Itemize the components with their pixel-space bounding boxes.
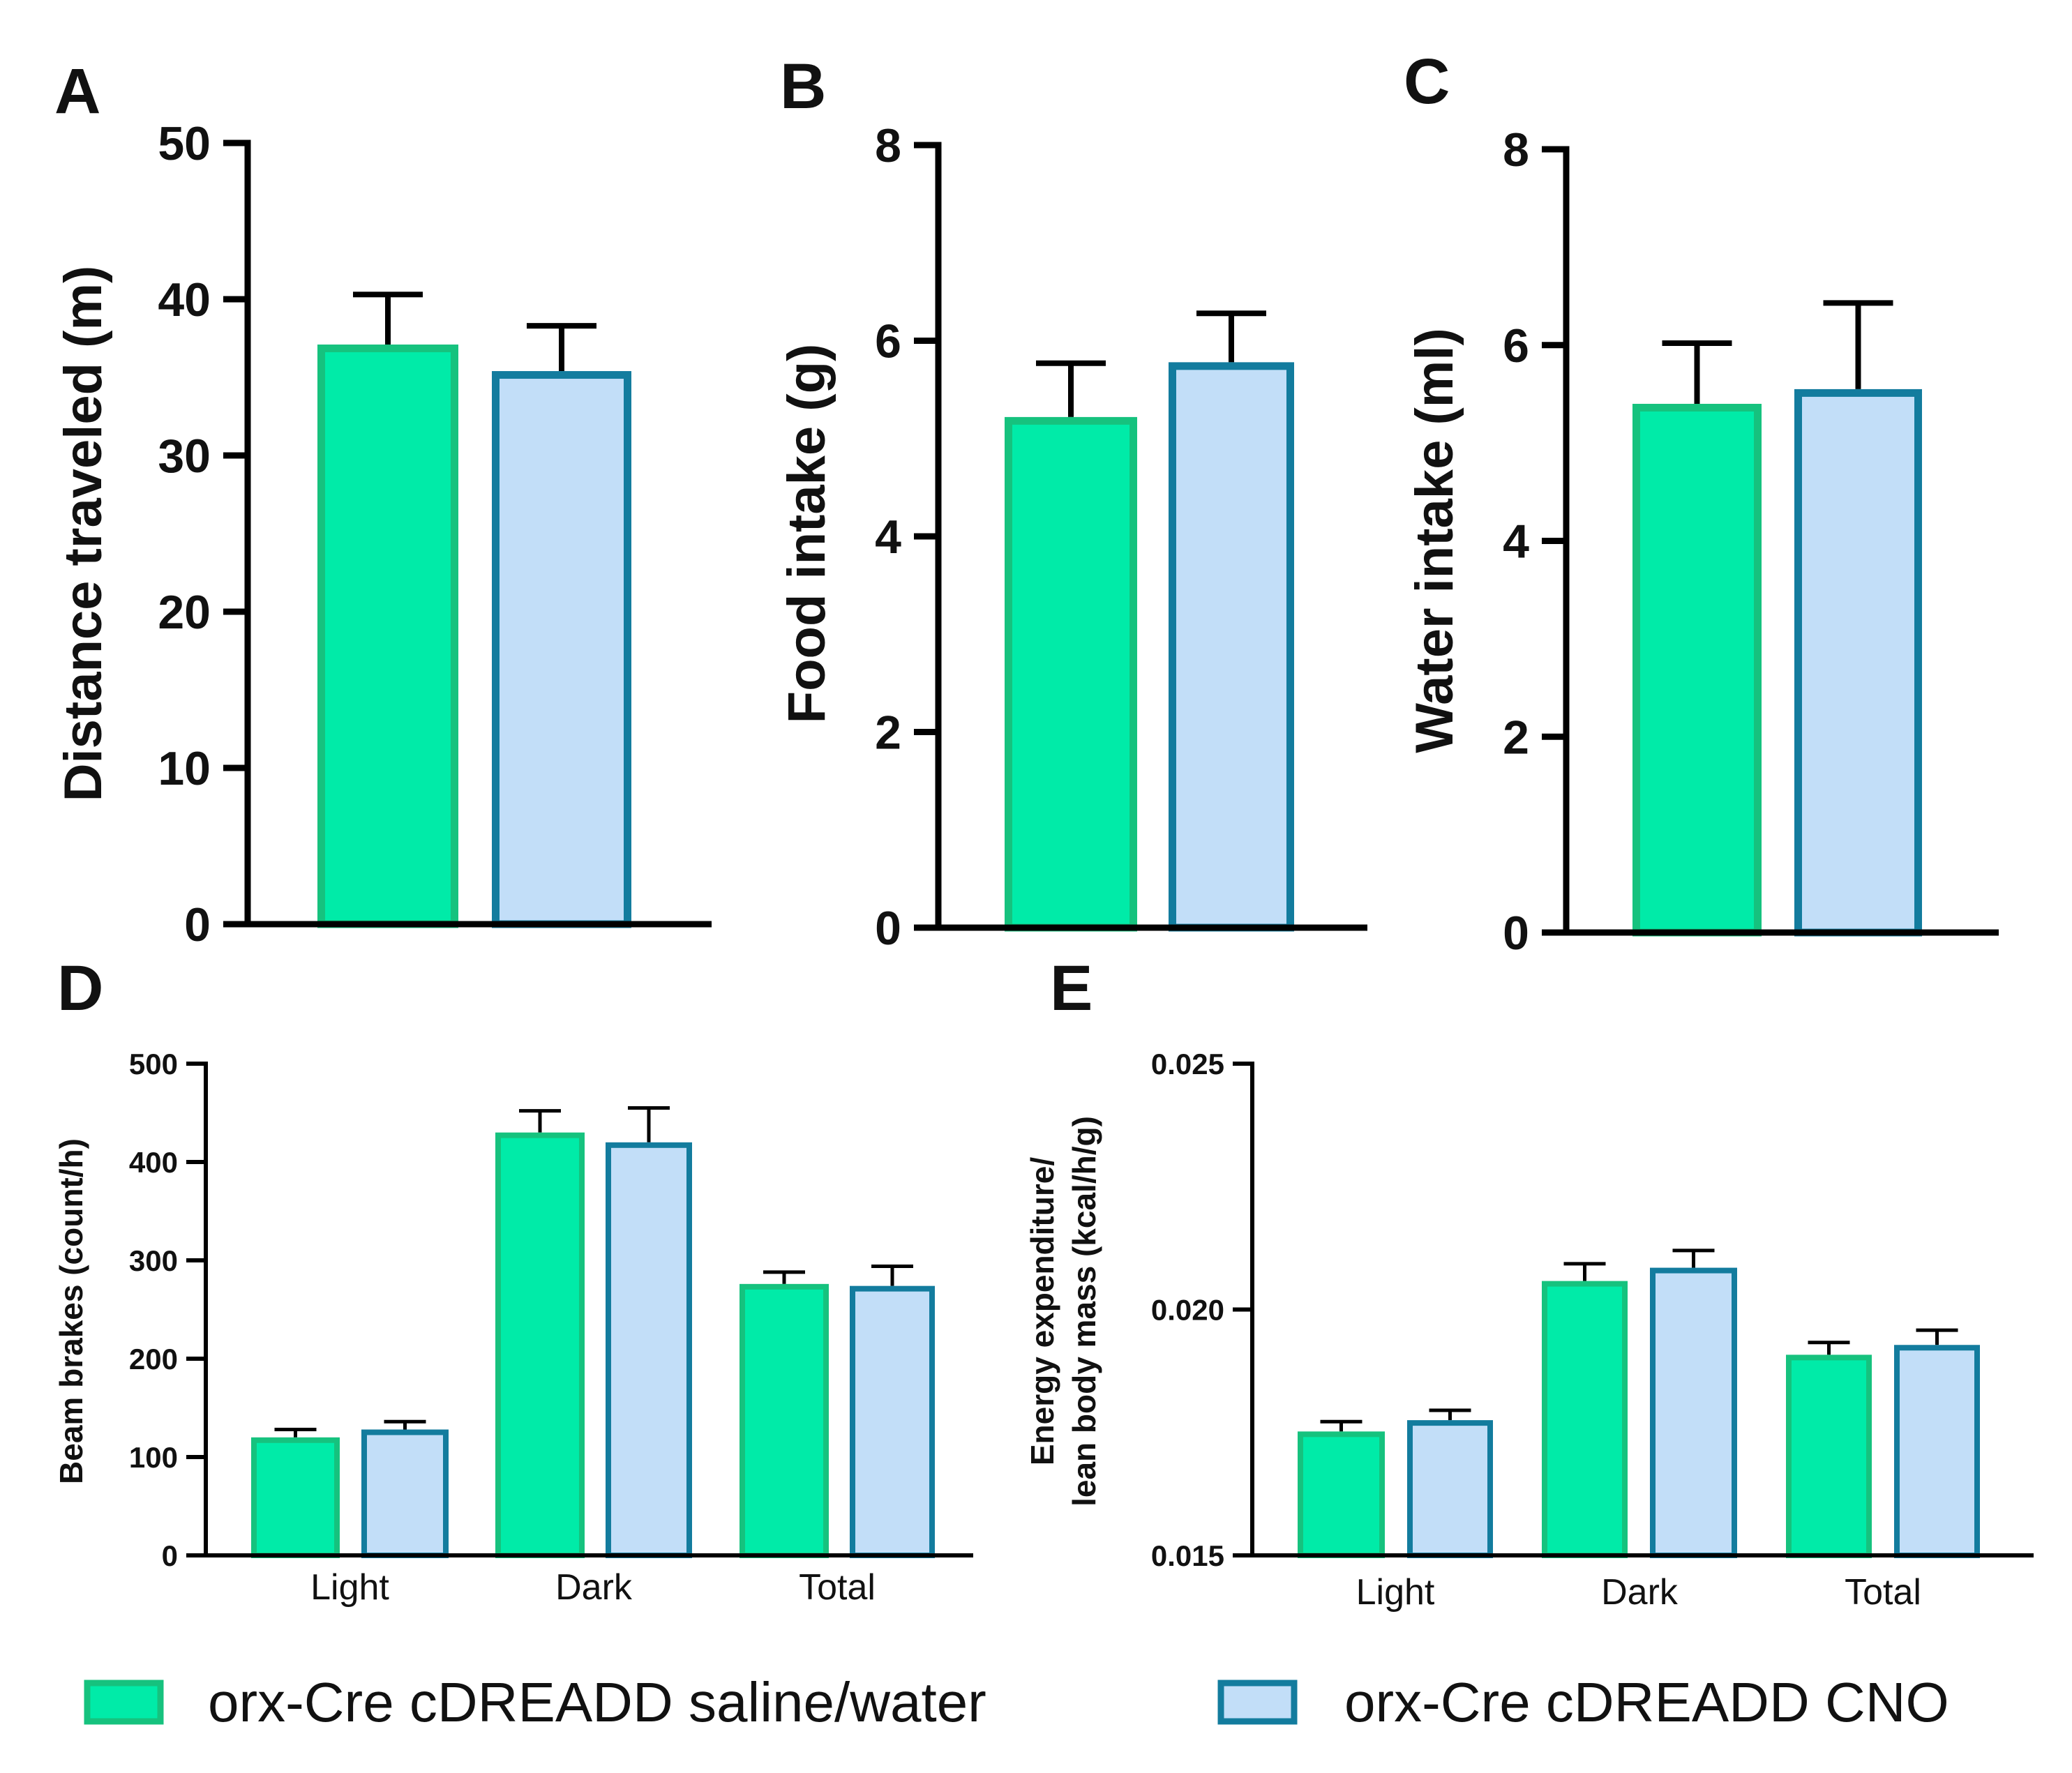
y-tick-label: 2	[1503, 711, 1529, 764]
panel-e: E Energy expenditure/lean body mass (kcal…	[1024, 953, 2034, 1613]
y-tick-label: 6	[875, 315, 901, 368]
y-tick-label: 4	[1503, 515, 1529, 568]
bar-saline-dark	[495, 1132, 585, 1558]
y-tick-label: 8	[875, 119, 901, 172]
panel-b: B Food intake (g) 0 2 4 6 8	[777, 51, 1367, 955]
y-axis-label: Energy expenditure/	[1024, 1157, 1060, 1465]
bar-cno-light	[1407, 1420, 1493, 1558]
y-tick-label: 0	[1503, 907, 1529, 960]
bar-cno	[1169, 362, 1294, 932]
bar-saline-light	[251, 1437, 340, 1559]
y-axis-label: Beam brakes (count/h)	[53, 1138, 89, 1484]
y-tick-label: 50	[158, 117, 211, 170]
panel-letter: D	[57, 953, 103, 1024]
bar-saline	[317, 344, 458, 928]
x-tick-label: Total	[799, 1567, 876, 1608]
y-tick-label: 0.020	[1151, 1294, 1224, 1327]
panel-d: D Beam brakes (count/h) Light Dark Total 0 100…	[53, 953, 973, 1608]
y-axis-label: Distance traveled (m)	[54, 266, 113, 802]
x-tick-label: Light	[1356, 1572, 1435, 1613]
bar-cno-dark	[606, 1142, 692, 1559]
y-tick-label: 300	[129, 1244, 178, 1277]
legend-swatch-saline	[84, 1680, 164, 1725]
bar-cno	[1794, 388, 1922, 937]
legend-swatch-cno	[1217, 1680, 1298, 1725]
bar-cno-total	[850, 1285, 935, 1559]
y-axis-label: Food intake (g)	[777, 344, 836, 724]
panel-a: A Distance traveled (m) 0 10 20 30 40 50	[54, 56, 712, 951]
panel-letter: B	[780, 51, 826, 122]
bar-saline-light	[1298, 1431, 1385, 1559]
y-tick-label: 500	[129, 1048, 178, 1080]
y-tick-label: 0.025	[1151, 1048, 1224, 1080]
bar-cno-light	[361, 1429, 449, 1559]
bar-cno-total	[1894, 1345, 1980, 1558]
bar-saline	[1005, 416, 1137, 932]
y-tick-label: 10	[158, 742, 211, 795]
y-tick-label: 0	[875, 902, 901, 955]
y-tick-label: 0.015	[1151, 1539, 1224, 1572]
bar-cno-dark	[1650, 1267, 1737, 1558]
y-tick-label: 8	[1503, 123, 1529, 176]
y-tick-label: 200	[129, 1343, 178, 1375]
legend: orx-Cre cDREADD saline/water orx-Cre cDR…	[84, 1671, 1949, 1733]
panel-letter: A	[54, 56, 100, 127]
x-tick-label: Dark	[555, 1567, 633, 1608]
x-tick-label: Dark	[1601, 1572, 1679, 1613]
legend-label-cno: orx-Cre cDREADD CNO	[1344, 1671, 1949, 1733]
y-tick-label: 40	[158, 273, 211, 326]
y-tick-label: 4	[875, 511, 901, 564]
bar-saline-total	[740, 1283, 829, 1558]
y-axis-label: lean body mass (kcal/h/g)	[1066, 1116, 1102, 1507]
bar-cno	[492, 371, 631, 928]
x-tick-label: Total	[1845, 1572, 1921, 1613]
y-tick-label: 400	[129, 1146, 178, 1179]
bar-saline	[1632, 403, 1762, 937]
y-tick-label: 0	[162, 1539, 178, 1572]
panel-c: C Water intake (ml) 0 2 4 6 8	[1404, 46, 1999, 960]
bar-saline-dark	[1542, 1281, 1628, 1558]
y-tick-label: 100	[129, 1441, 178, 1474]
bar-saline-total	[1786, 1355, 1872, 1558]
y-axis-label: Water intake (ml)	[1405, 328, 1464, 753]
y-tick-label: 2	[875, 707, 901, 760]
x-tick-label: Light	[310, 1567, 389, 1608]
y-tick-label: 20	[158, 586, 211, 639]
y-tick-label: 6	[1503, 319, 1529, 372]
panel-letter: C	[1404, 46, 1450, 117]
panel-letter: E	[1050, 953, 1093, 1024]
legend-label-saline: orx-Cre cDREADD saline/water	[208, 1671, 986, 1733]
y-tick-label: 30	[158, 430, 211, 483]
y-tick-label: 0	[184, 898, 211, 951]
